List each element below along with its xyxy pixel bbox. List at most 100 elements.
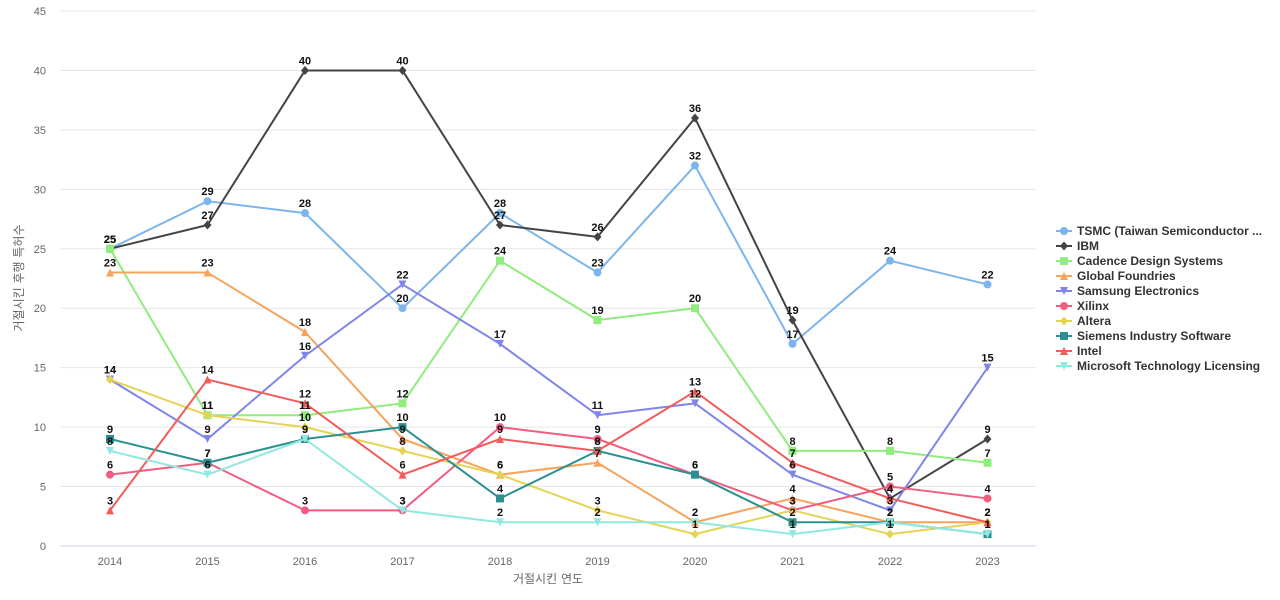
legend: TSMC (Taiwan Semiconductor ... IBM Cadence… <box>1056 223 1280 373</box>
data-point <box>1060 316 1068 325</box>
legend-symbol-icon <box>1056 241 1072 250</box>
data-label: 27 <box>201 210 213 222</box>
legend-label: Cadence Design Systems <box>1077 253 1224 268</box>
data-point <box>496 339 504 348</box>
data-label: 28 <box>299 198 311 210</box>
data-point <box>788 339 797 348</box>
data-label: 29 <box>201 186 213 198</box>
data-label: 9 <box>497 424 503 436</box>
data-point <box>593 458 602 467</box>
data-label: 25 <box>104 234 116 246</box>
legend-label: Samsung Electronics <box>1077 283 1200 298</box>
x-tick-label: 2016 <box>293 556 317 568</box>
data-point <box>398 446 407 456</box>
legend-item[interactable]: Altera <box>1056 313 1280 328</box>
legend-item[interactable]: TSMC (Taiwan Semiconductor ... <box>1056 223 1280 238</box>
data-label: 4 <box>984 483 991 495</box>
data-label: 4 <box>887 483 894 495</box>
data-point <box>1060 256 1068 265</box>
legend-symbol-icon <box>1056 331 1072 340</box>
data-point <box>1060 301 1068 310</box>
data-label: 5 <box>887 472 893 484</box>
data-label: 13 <box>689 376 701 388</box>
data-point <box>398 65 407 75</box>
series-line <box>109 69 989 500</box>
data-label: 6 <box>204 460 210 472</box>
data-point <box>983 458 992 467</box>
legend-item[interactable]: Global Foundries <box>1056 268 1280 283</box>
data-point <box>203 197 212 206</box>
data-label: 9 <box>399 424 405 436</box>
data-label: 7 <box>204 448 210 460</box>
data-label: 28 <box>494 198 506 210</box>
data-point <box>983 530 992 539</box>
data-point <box>301 65 309 75</box>
data-point <box>203 470 212 479</box>
data-point <box>496 423 504 432</box>
series-line <box>109 438 988 536</box>
legend-item[interactable]: Samsung Electronics <box>1056 283 1280 298</box>
series-1 <box>106 161 992 348</box>
data-point <box>106 446 114 455</box>
data-label: 23 <box>104 258 116 270</box>
legend-item[interactable]: IBM <box>1056 238 1280 253</box>
legend-symbol-icon <box>1056 286 1072 295</box>
data-label: 9 <box>984 424 990 436</box>
data-point <box>301 422 309 432</box>
data-label: 23 <box>201 258 213 270</box>
legend-symbol-icon <box>1056 346 1072 355</box>
series-line <box>109 426 988 512</box>
data-label: 1 <box>984 519 990 531</box>
data-label: 6 <box>789 460 795 472</box>
y-tick-label: 10 <box>34 422 46 434</box>
data-point <box>886 494 894 503</box>
data-label: 6 <box>497 460 503 472</box>
legend-item[interactable]: Microsoft Technology Licensing <box>1056 358 1280 373</box>
legend-label: Siemens Industry Software <box>1077 328 1232 343</box>
data-label: 6 <box>399 460 405 472</box>
x-tick-label: 2015 <box>195 556 219 568</box>
data-point <box>203 375 212 384</box>
legend-item[interactable]: Xilinx <box>1056 298 1280 313</box>
data-point <box>106 375 114 385</box>
legend-item[interactable]: Intel <box>1056 343 1280 358</box>
data-point <box>691 161 699 170</box>
x-tick-label: 2014 <box>98 556 122 568</box>
data-point <box>398 423 407 432</box>
data-point <box>691 518 699 527</box>
data-label: 22 <box>981 269 993 281</box>
data-point <box>398 506 407 515</box>
x-tick-label: 2023 <box>975 556 999 568</box>
data-label: 11 <box>202 400 214 412</box>
data-point <box>788 446 797 455</box>
legend-item[interactable]: Siemens Industry Software <box>1056 328 1280 343</box>
data-label: 3 <box>887 495 893 507</box>
data-label: 3 <box>789 495 795 507</box>
series-3 <box>106 244 992 467</box>
data-label: 2 <box>984 507 990 519</box>
data-point <box>398 304 407 313</box>
data-label: 6 <box>497 460 503 472</box>
data-label: 2 <box>887 507 893 519</box>
data-point <box>983 363 992 372</box>
y-tick-label: 45 <box>34 6 46 18</box>
data-label: 40 <box>396 55 408 67</box>
data-point <box>593 232 602 242</box>
data-point <box>1060 346 1068 355</box>
x-tick-label: 2022 <box>878 556 902 568</box>
data-label: 3 <box>789 495 795 507</box>
data-point <box>983 518 992 527</box>
data-label: 2 <box>887 507 893 519</box>
data-label: 11 <box>202 400 214 412</box>
data-label: 12 <box>689 388 701 400</box>
data-point <box>106 506 114 515</box>
legend-item[interactable]: Cadence Design Systems <box>1056 253 1280 268</box>
data-point <box>203 435 212 443</box>
y-tick-label: 40 <box>34 65 46 77</box>
data-label: 2 <box>692 507 698 519</box>
data-point <box>886 256 894 265</box>
data-label: 4 <box>887 483 894 495</box>
data-label: 2 <box>984 507 990 519</box>
data-point <box>593 518 602 527</box>
legend-label: Intel <box>1077 343 1102 358</box>
